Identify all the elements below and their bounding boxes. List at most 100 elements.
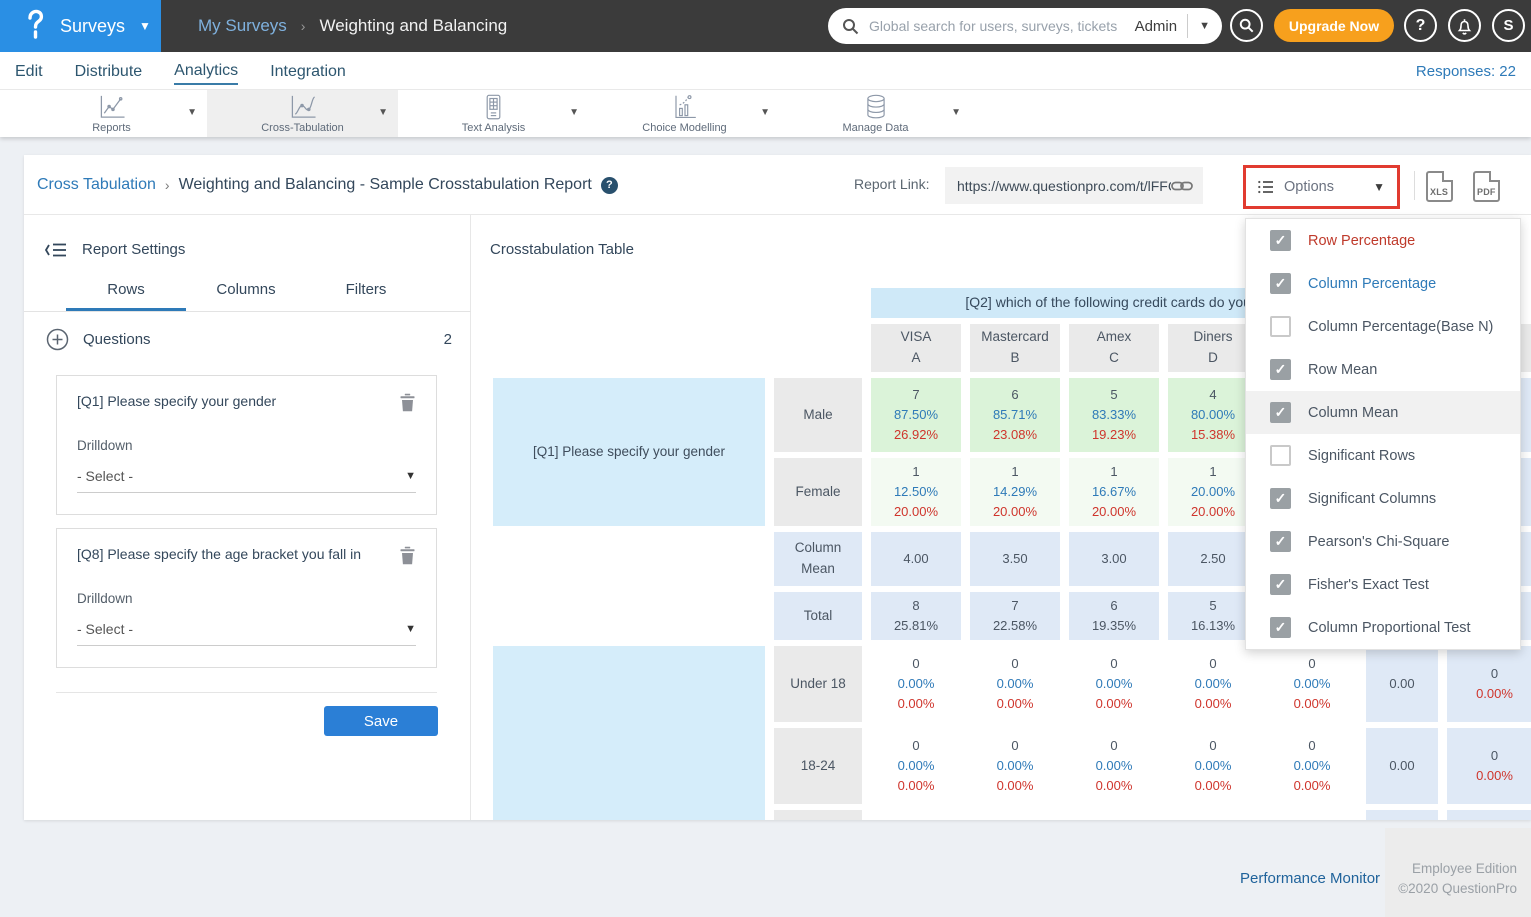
drilldown-label: Drilldown (77, 438, 133, 453)
menu-item-label: Significant Columns (1308, 490, 1437, 507)
responses-count[interactable]: Responses: 22 (1415, 62, 1516, 80)
toolbar-item-manage-data[interactable]: Manage Data ▼ (780, 90, 971, 137)
menu-item-row-percentage[interactable]: ✓ Row Percentage (1246, 219, 1520, 262)
search-submit-button[interactable] (1230, 9, 1263, 42)
chevron-down-icon[interactable]: ▼ (1199, 20, 1210, 32)
help-button[interactable]: ? (1404, 9, 1437, 42)
data-cell: 0 0.00% 0.00% (1069, 646, 1159, 722)
menu-item-significant-columns[interactable]: ✓ Significant Columns (1246, 477, 1520, 520)
menu-item-significant-rows[interactable]: Significant Rows (1246, 434, 1520, 477)
menu-item-column-percentage-base-n[interactable]: Column Percentage(Base N) (1246, 305, 1520, 348)
search-input[interactable] (869, 18, 1129, 34)
data-cell: 6 19.35% (1069, 592, 1159, 640)
chevron-down-icon[interactable]: ▼ (951, 107, 961, 118)
settings-tabs: Rows Columns Filters (24, 281, 471, 312)
checked-checkbox-icon[interactable]: ✓ (1270, 488, 1291, 509)
tab-filters[interactable]: Filters (345, 281, 387, 298)
chevron-down-icon[interactable]: ▼ (187, 107, 197, 118)
help-icon[interactable]: ? (600, 176, 618, 194)
menu-item-column-mean[interactable]: ✓ Column Mean (1246, 391, 1520, 434)
checked-checkbox-icon[interactable]: ✓ (1270, 359, 1291, 380)
drilldown-select-value: - Select - (77, 621, 134, 637)
checked-checkbox-icon[interactable]: ✓ (1270, 273, 1291, 294)
report-title: Weighting and Balancing - Sample Crossta… (178, 176, 592, 193)
column-header-amex: Amex C (1069, 324, 1159, 372)
menu-item-pearson-s-chi-square[interactable]: ✓ Pearson's Chi-Square (1246, 520, 1520, 563)
tab-rows[interactable]: Rows (66, 281, 186, 311)
cross-tabulation-link[interactable]: Cross Tabulation (37, 176, 156, 193)
user-avatar[interactable]: S (1492, 9, 1525, 42)
data-cell: 3.50 (970, 532, 1060, 586)
save-button[interactable]: Save (324, 706, 438, 736)
report-breadcrumb: Cross Tabulation › Weighting and Balanci… (37, 155, 618, 215)
global-search-bar[interactable]: Admin ▼ (828, 8, 1222, 44)
link-icon[interactable] (1171, 179, 1193, 193)
add-question-icon[interactable] (46, 328, 69, 351)
menu-item-row-mean[interactable]: ✓ Row Mean (1246, 348, 1520, 391)
questionpro-logo-icon (24, 8, 48, 45)
data-cell: 0 0.00% 0.00% (970, 728, 1060, 804)
toolbar-item-cross-tabulation[interactable]: Cross-Tabulation ▼ (207, 90, 398, 137)
checked-checkbox-icon[interactable]: ✓ (1270, 617, 1291, 638)
chevron-down-icon: ▼ (405, 470, 416, 482)
drilldown-select[interactable]: - Select - ▼ (77, 468, 416, 493)
checked-checkbox-icon[interactable]: ✓ (1270, 531, 1291, 552)
toolbar-item-text-analysis[interactable]: Text Analysis ▼ (398, 90, 589, 137)
drilldown-select-value: - Select - (77, 468, 134, 484)
chevron-down-icon[interactable]: ▼ (760, 107, 770, 118)
surveys-product-menu[interactable]: Surveys ▼ (0, 0, 161, 52)
unchecked-checkbox-icon[interactable] (1270, 316, 1291, 337)
report-link-field[interactable]: https://www.questionpro.com/t/lFFCZg (945, 167, 1203, 204)
delete-question-icon[interactable] (399, 546, 416, 570)
toolbar-item-label: Choice Modelling (642, 121, 727, 134)
subnav-item-edit[interactable]: Edit (15, 63, 43, 80)
options-dropdown-button[interactable]: Options ▼ (1243, 165, 1400, 209)
subnav-item-integration[interactable]: Integration (270, 63, 346, 80)
row-total-cell: 0 0.00% (1447, 646, 1531, 722)
data-cell: 1 20.00% 20.00% (1168, 458, 1258, 526)
divider (56, 692, 437, 693)
edition-panel: Employee Edition ©2020 QuestionPro (1385, 828, 1531, 917)
data-cell: 0 0.00% 0.00% (1267, 728, 1357, 804)
collapse-panel-icon[interactable] (44, 242, 68, 258)
menu-item-column-proportional-test[interactable]: ✓ Column Proportional Test (1246, 606, 1520, 649)
subnav-item-analytics[interactable]: Analytics (174, 57, 239, 85)
chevron-down-icon[interactable]: ▼ (569, 107, 579, 118)
subnav-item-distribute[interactable]: Distribute (74, 63, 143, 80)
toolbar-item-reports[interactable]: Reports ▼ (16, 90, 207, 137)
tab-columns[interactable]: Columns (216, 281, 276, 298)
checked-checkbox-icon[interactable]: ✓ (1270, 230, 1291, 251)
row-label: Column Mean (774, 532, 862, 586)
text-analysis-icon (481, 94, 506, 121)
export-pdf-button[interactable]: PDF (1473, 171, 1500, 202)
divider (1414, 171, 1415, 200)
unchecked-checkbox-icon[interactable] (1270, 445, 1291, 466)
chevron-down-icon[interactable]: ▼ (378, 107, 388, 118)
upgrade-now-button[interactable]: Upgrade Now (1274, 9, 1394, 42)
choice-modelling-icon (671, 94, 699, 121)
toolbar-item-label: Text Analysis (461, 121, 526, 134)
breadcrumb-my-surveys[interactable]: My Surveys (198, 16, 287, 35)
checked-checkbox-icon[interactable]: ✓ (1270, 402, 1291, 423)
menu-item-column-percentage[interactable]: ✓ Column Percentage (1246, 262, 1520, 305)
pdf-icon: PDF (1477, 187, 1496, 197)
performance-monitor-link[interactable]: Performance Monitor (1240, 870, 1381, 887)
drilldown-select[interactable]: - Select - ▼ (77, 621, 416, 646)
search-scope-admin[interactable]: Admin (1134, 17, 1178, 35)
questions-row: Questions 2 (46, 328, 452, 351)
product-label: Surveys (60, 15, 126, 36)
line-chart-icon (96, 94, 128, 121)
checked-checkbox-icon[interactable]: ✓ (1270, 574, 1291, 595)
notifications-bell-icon[interactable] (1448, 9, 1481, 42)
report-url[interactable]: https://www.questionpro.com/t/lFFCZg (957, 177, 1171, 194)
menu-item-fisher-s-exact-test[interactable]: ✓ Fisher's Exact Test (1246, 563, 1520, 606)
data-cell: 1 14.29% 20.00% (970, 458, 1060, 526)
export-xls-button[interactable]: XLS (1426, 171, 1453, 202)
delete-question-icon[interactable] (399, 393, 416, 417)
toolbar-item-choice-modelling[interactable]: Choice Modelling ▼ (589, 90, 780, 137)
data-cell: 0 0.00% 0.00% (970, 646, 1060, 722)
data-cell: 6 85.71% 23.08% (970, 378, 1060, 452)
column-header-mastercard: Mastercard B (970, 324, 1060, 372)
question-card: [Q8] Please specify the age bracket you … (56, 528, 437, 668)
analytics-toolbar: Reports ▼ Cross-Tabulation ▼ Text Analysis ▼ C… (0, 90, 1531, 137)
